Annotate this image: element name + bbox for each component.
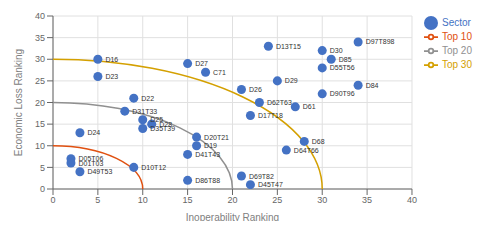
svg-text:15: 15	[35, 119, 45, 129]
svg-text:0: 0	[40, 184, 45, 194]
svg-text:D62T63: D62T63	[267, 99, 292, 106]
svg-text:D17T18: D17T18	[258, 112, 283, 119]
svg-text:D29: D29	[285, 77, 298, 84]
html-text:Sector: Sector	[442, 16, 471, 28]
html-text:Top 30: Top 30	[442, 58, 472, 70]
svg-text:D69T82: D69T82	[249, 173, 274, 180]
svg-text:D49T53: D49T53	[87, 168, 112, 175]
svg-text:D23: D23	[105, 73, 118, 80]
svg-text:20: 20	[227, 195, 237, 205]
html-text:Top 10: Top 10	[442, 30, 472, 42]
svg-text:D97T898: D97T898	[366, 38, 395, 45]
svg-text:30: 30	[317, 195, 327, 205]
svg-text:D55T56: D55T56	[330, 64, 355, 71]
svg-text:20: 20	[35, 98, 45, 108]
html-text:Top 20: Top 20	[442, 44, 472, 56]
svg-text:5: 5	[40, 163, 45, 173]
svg-text:40: 40	[407, 195, 417, 205]
svg-text:D45T47: D45T47	[258, 181, 283, 188]
svg-text:D26: D26	[249, 86, 262, 93]
svg-text:25: 25	[272, 195, 282, 205]
svg-text:D13T15: D13T15	[276, 43, 301, 50]
svg-text:D85: D85	[339, 56, 352, 63]
svg-text:D27: D27	[195, 60, 208, 67]
svg-text:D64T66: D64T66	[294, 147, 319, 154]
svg-text:10: 10	[138, 195, 148, 205]
svg-text:D35T39: D35T39	[150, 124, 176, 132]
svg-text:Inoperability Ranking: Inoperability Ranking	[186, 212, 279, 221]
svg-text:D90T96: D90T96	[330, 90, 355, 97]
svg-text:15: 15	[183, 195, 193, 205]
svg-text:D10T12: D10T12	[141, 164, 166, 171]
svg-text:D86T88: D86T88	[195, 177, 220, 184]
svg-text:35: 35	[362, 195, 372, 205]
svg-text:10: 10	[35, 141, 45, 151]
svg-text:D28: D28	[159, 121, 172, 128]
svg-text:D24: D24	[87, 129, 100, 136]
svg-text:30: 30	[35, 54, 45, 64]
svg-text:D25: D25	[150, 116, 164, 124]
svg-text:D20T21: D20T21	[204, 134, 229, 141]
svg-text:D84: D84	[366, 82, 379, 89]
svg-text:C71: C71	[213, 69, 226, 76]
svg-text:0: 0	[50, 195, 55, 205]
svg-text:D16: D16	[105, 56, 118, 63]
svg-text:5: 5	[95, 195, 100, 205]
svg-text:D30: D30	[330, 47, 343, 54]
svg-text:D31T33: D31T33	[132, 108, 157, 115]
svg-text:D68: D68	[312, 138, 325, 145]
svg-text:D61: D61	[303, 103, 316, 110]
svg-text:40: 40	[35, 11, 45, 21]
svg-text:D19: D19	[204, 142, 217, 149]
svg-text:D01T03: D01T03	[78, 160, 103, 167]
svg-text:35: 35	[35, 33, 45, 43]
svg-text:25: 25	[35, 76, 45, 86]
svg-text:D41T43: D41T43	[195, 151, 220, 158]
svg-text:Economic Loss Ranking: Economic Loss Ranking	[13, 49, 24, 156]
svg-text:D22: D22	[141, 95, 154, 102]
